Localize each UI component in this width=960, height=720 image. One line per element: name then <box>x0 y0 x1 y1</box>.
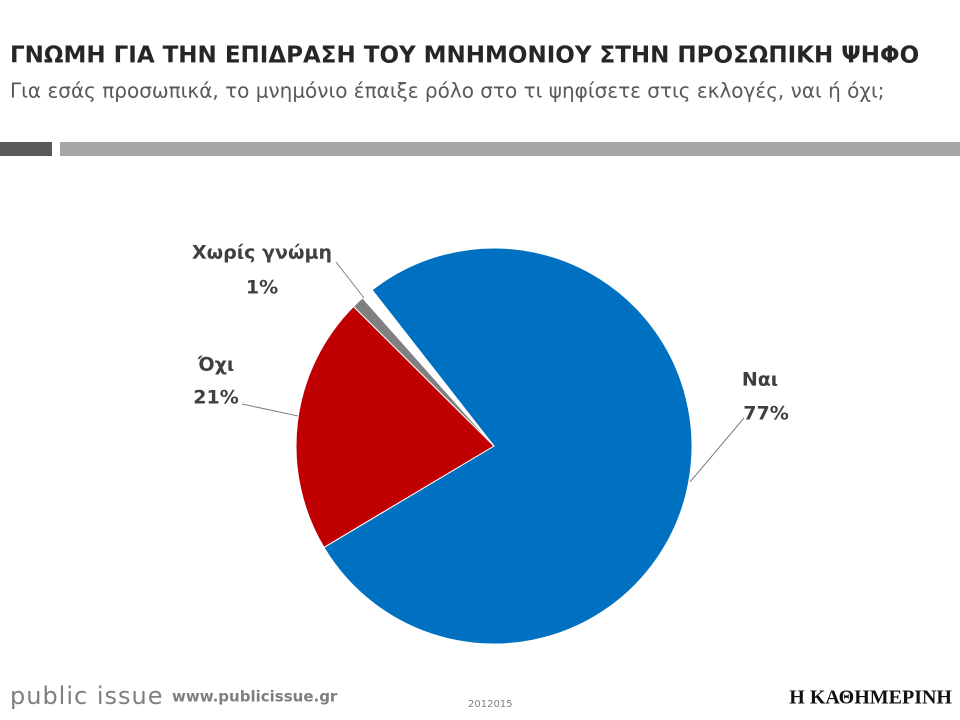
chart-title: ΓΝΩΜΗ ΓΙΑ ΤΗΝ ΕΠΙΔΡΑΣΗ ΤΟΥ ΜΝΗΜΟΝΙΟΥ ΣΤΗ… <box>10 43 919 69</box>
rule-dark <box>0 142 52 156</box>
slice-label: Χωρίς γνώμη <box>192 242 332 264</box>
code: 2012015 <box>468 699 513 710</box>
value-label: 77% <box>743 403 788 425</box>
leader-line <box>335 261 365 299</box>
leader-line <box>241 403 299 417</box>
slice <box>323 247 693 645</box>
logo: Η ΚΑΘΗΜΕΡΙΝΗ <box>789 687 952 709</box>
chart-subtitle: Για εσάς προσωπικά, το μνημόνιο έπαιξε ρ… <box>10 79 884 103</box>
pie <box>295 247 693 645</box>
brand: public issue <box>10 682 164 710</box>
value-label: 1% <box>246 277 278 299</box>
rule-light <box>60 142 960 156</box>
value-label: 21% <box>193 387 238 409</box>
slice <box>352 297 495 447</box>
slice <box>295 305 495 549</box>
leader-line <box>689 417 745 483</box>
slice-label: Όχι <box>197 354 235 376</box>
slice-label: Ναι <box>742 369 778 391</box>
url: www.publicissue.gr <box>172 688 338 706</box>
